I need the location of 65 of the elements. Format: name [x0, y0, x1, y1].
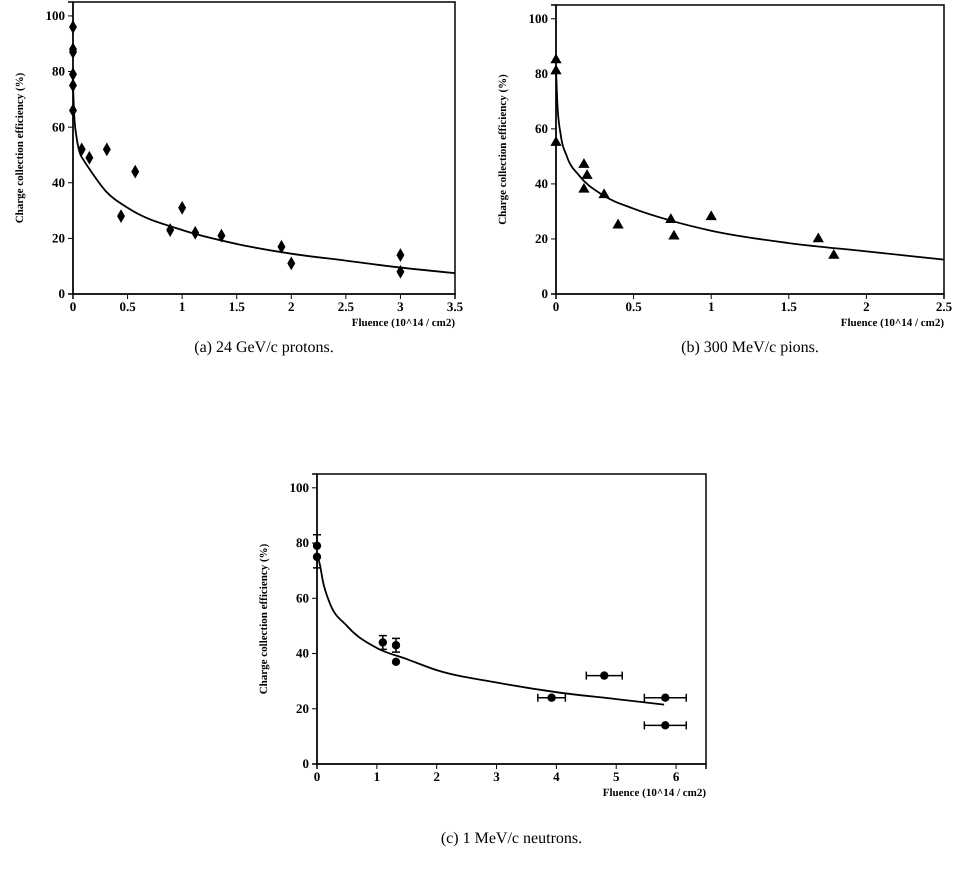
y-tick-label: 40 — [52, 174, 65, 190]
y-tick-label: 60 — [296, 590, 309, 606]
y-tick-label: 80 — [52, 64, 65, 79]
x-tick-label: 2.5 — [936, 299, 953, 314]
point — [392, 641, 400, 650]
y-tick-label: 20 — [52, 230, 65, 246]
x-tick-label: 1 — [178, 299, 186, 314]
y-tick-label: 20 — [535, 231, 548, 246]
y-tick-label: 40 — [535, 176, 548, 192]
point — [661, 694, 670, 702]
x-tick-label: 3 — [397, 299, 404, 314]
y-axis-title: Charge collection efficiency (%) — [497, 74, 509, 225]
point — [612, 218, 624, 228]
x-tick-label: 1 — [708, 299, 714, 314]
y-tick-label: 20 — [296, 700, 309, 716]
y-tick-label: 80 — [296, 535, 309, 550]
y-tick-label: 0 — [58, 286, 65, 302]
x-tick-label: 1.5 — [780, 299, 798, 314]
x-axis-title: Fluence (10^14 / cm2) — [352, 317, 456, 329]
y-tick-label: 60 — [535, 121, 548, 136]
x-tick-label: 2 — [288, 299, 295, 314]
y-tick-label: 40 — [296, 646, 309, 661]
point — [578, 182, 590, 193]
x-tick-label: 3 — [493, 769, 500, 784]
point — [600, 671, 608, 680]
y-tick-label: 60 — [52, 119, 65, 134]
x-tick-label: 0 — [314, 769, 320, 784]
point — [547, 694, 556, 702]
text: (a) 24 GeV/c protons. — [194, 339, 334, 356]
x-tick-label: 6 — [672, 769, 680, 784]
y-axis-title: Charge collection efficiency (%) — [258, 543, 270, 694]
x-tick-label: 4 — [553, 769, 560, 784]
point — [550, 136, 562, 146]
x-tick-label: 0 — [552, 299, 560, 314]
point — [812, 232, 824, 242]
x-tick-label: 0.5 — [625, 299, 642, 314]
x-tick-label: 5 — [612, 769, 620, 784]
x-tick-label: 2 — [433, 769, 440, 784]
x-tick-label: 0 — [70, 299, 76, 314]
x-axis-title: Fluence (10^14 / cm2) — [840, 317, 944, 329]
text: (b) 300 MeV/c pions. — [681, 339, 819, 356]
y-tick-label: 80 — [535, 66, 548, 81]
x-tick-label: 0.5 — [119, 299, 136, 314]
point — [581, 169, 593, 179]
point — [392, 658, 400, 666]
x-axis-title: Fluence (10^14 / cm2) — [602, 787, 706, 799]
point — [668, 230, 680, 240]
y-tick-label: 100 — [528, 10, 548, 26]
point — [378, 638, 388, 647]
x-tick-label: 2.5 — [338, 299, 354, 314]
point — [706, 210, 717, 220]
point — [828, 248, 840, 259]
point — [550, 54, 562, 64]
y-tick-label: 100 — [46, 8, 65, 24]
y-axis-title: Charge collection efficiency (%) — [14, 72, 26, 224]
y-tick-label: 100 — [290, 480, 309, 495]
x-tick-label: 1.5 — [228, 299, 246, 314]
x-tick-label: 3.5 — [446, 299, 464, 314]
x-tick-label: 1 — [374, 769, 380, 784]
y-tick-label: 0 — [542, 286, 548, 302]
x-tick-label: 2 — [863, 299, 870, 314]
y-tick-label: 0 — [302, 756, 309, 772]
text: (c) 1 MeV/c neutrons. — [440, 830, 582, 847]
point — [578, 158, 590, 168]
point — [661, 721, 670, 730]
